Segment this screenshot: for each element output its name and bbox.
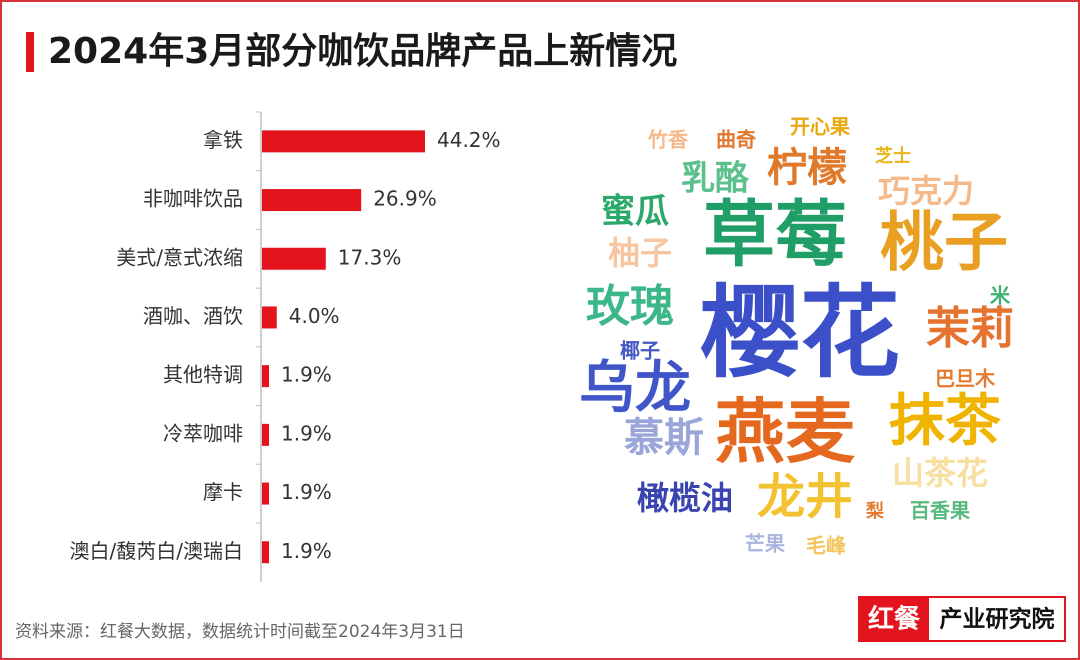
cloud-word: 龙井	[757, 469, 853, 525]
cloud-word: 梨	[866, 500, 884, 522]
cloud-word: 巴旦木	[935, 367, 996, 391]
cloud-word: 巧克力	[878, 172, 974, 210]
logo-name: 产业研究院	[940, 606, 1055, 633]
cloud-word: 乌龙	[579, 356, 691, 421]
title-marker	[26, 32, 34, 72]
bar	[262, 365, 270, 388]
bar	[262, 306, 277, 329]
category-label: 冷萃咖啡	[163, 421, 243, 445]
value-label: 4.0%	[289, 304, 340, 328]
value-label: 1.9%	[281, 363, 332, 387]
cloud-word: 桃子	[880, 207, 1008, 281]
category-label: 酒咖、酒饮	[143, 304, 243, 328]
cloud-word: 椰子	[620, 339, 660, 363]
cloud-word: 百香果	[910, 499, 970, 523]
category-label: 拿铁	[203, 128, 243, 152]
cloud-word: 茉莉	[926, 303, 1014, 354]
cloud-word: 米	[990, 284, 1011, 308]
bar	[262, 482, 270, 505]
cloud-word: 开心果	[790, 115, 850, 139]
value-label: 26.9%	[373, 187, 437, 211]
cloud-word: 草莓	[703, 193, 847, 277]
bar	[262, 423, 270, 446]
cloud-word: 抹茶	[889, 389, 1001, 454]
bar	[262, 130, 425, 153]
category-label: 美式/意式浓缩	[116, 245, 243, 269]
cloud-word: 橄榄油	[637, 479, 733, 517]
cloud-word: 曲奇	[716, 128, 756, 152]
cloud-word: 燕麦	[715, 391, 855, 473]
cloud-word: 蜜瓜	[601, 192, 669, 232]
logo-brand-bg	[859, 597, 929, 641]
category-label: 其他特调	[163, 363, 243, 387]
logo-brand: 红餐	[868, 604, 921, 635]
bar	[262, 189, 362, 212]
category-label: 摩卡	[203, 480, 243, 504]
value-label: 1.9%	[281, 480, 332, 504]
cloud-word: 芒果	[745, 532, 785, 556]
cloud-word: 慕斯	[624, 415, 704, 461]
cloud-word: 柠檬	[767, 145, 847, 191]
value-label: 1.9%	[281, 421, 332, 445]
cloud-word: 山茶花	[892, 454, 988, 492]
source-note: 资料来源：红餐大数据，数据统计时间截至2024年3月31日	[15, 622, 465, 642]
category-label: 澳白/馥芮白/澳瑞白	[70, 539, 243, 563]
cloud-word: 玫瑰	[586, 281, 674, 332]
value-label: 44.2%	[437, 128, 501, 152]
cloud-word: 竹香	[647, 128, 689, 152]
category-label: 非咖啡饮品	[143, 187, 243, 211]
title: 2024年3月部分咖饮品牌产品上新情况	[48, 31, 677, 72]
value-label: 17.3%	[338, 245, 402, 269]
value-label: 1.9%	[281, 539, 332, 563]
cloud-word: 乳酪	[681, 159, 750, 199]
cloud-word: 毛峰	[806, 534, 846, 558]
bar	[262, 247, 326, 270]
cloud-word: 樱花	[700, 274, 900, 391]
cloud-word: 柚子	[608, 234, 672, 272]
cloud-word: 芝士	[875, 145, 911, 167]
bar	[262, 541, 270, 564]
